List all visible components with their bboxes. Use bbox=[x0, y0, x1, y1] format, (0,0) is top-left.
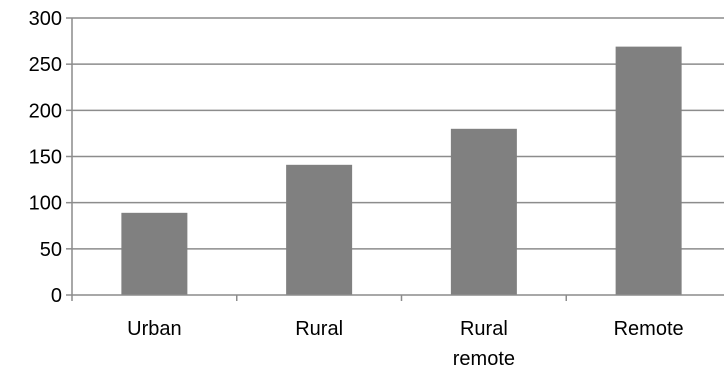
x-category-label-line: remote bbox=[453, 348, 515, 370]
y-tick-label: 100 bbox=[29, 193, 62, 215]
bar-urban bbox=[121, 212, 188, 295]
y-tick-label: 250 bbox=[29, 54, 62, 76]
bar-remote bbox=[615, 46, 682, 295]
x-category-labels: Urban Rural Rural remote Remote bbox=[127, 318, 684, 370]
x-category-label-line: Rural bbox=[295, 318, 343, 340]
bars bbox=[121, 46, 682, 295]
bar-rural bbox=[286, 164, 353, 295]
y-tick-label: 300 bbox=[29, 8, 62, 30]
x-category-label: Rural remote bbox=[453, 318, 515, 370]
y-tick-label: 0 bbox=[51, 285, 62, 307]
y-tick-label: 150 bbox=[29, 147, 62, 169]
gridlines bbox=[72, 17, 724, 250]
bar-rural-remote bbox=[450, 128, 517, 295]
x-category-label: Urban bbox=[127, 318, 181, 340]
x-category-label: Remote bbox=[614, 318, 684, 340]
y-tick-labels: 0 50 100 150 200 250 300 bbox=[29, 8, 62, 307]
y-tick-label: 200 bbox=[29, 100, 62, 122]
x-category-label: Rural bbox=[295, 318, 343, 340]
axes bbox=[66, 17, 724, 301]
y-tick-label: 50 bbox=[40, 239, 62, 261]
x-category-label-line: Rural bbox=[460, 318, 508, 340]
x-category-label-line: Urban bbox=[127, 318, 181, 340]
x-category-label-line: Remote bbox=[614, 318, 684, 340]
